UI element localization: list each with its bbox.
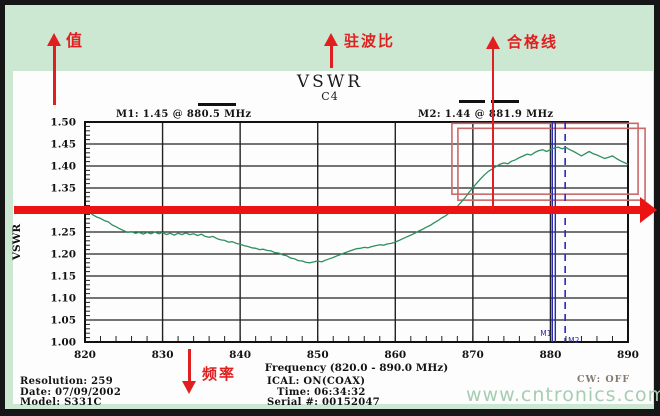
watermark: www.cntronics.com (466, 384, 660, 406)
vswr-arrow-line (330, 45, 333, 68)
footer-serial: Serial #: 00152047 (267, 397, 381, 408)
marker2-ref-bar-left (459, 100, 485, 103)
frequency-annotation-label: 频率 (202, 365, 237, 383)
vswr-annotation-label: 驻波比 (344, 32, 396, 50)
plot-title: VSWR (296, 72, 364, 92)
value-arrow-icon (47, 33, 61, 46)
marker2-readout: M2: 1.44 @ 881.9 MHz (418, 109, 554, 120)
footer-time: Time: 06:34:32 (277, 387, 366, 398)
frequency-arrow-icon (182, 381, 196, 394)
frequency-arrow-line (188, 349, 191, 381)
pass-line-arrow-icon (486, 36, 500, 49)
footer-cw-status: CW: OFF (577, 374, 631, 385)
value-arrow-line (53, 45, 56, 105)
footer-resolution: Resolution: 259 (20, 376, 113, 387)
marker1-ref-bar (198, 103, 236, 106)
footer-model: Model: S331C (20, 397, 102, 408)
value-annotation-label: 值 (66, 31, 85, 50)
vswr-arrow-icon (324, 33, 338, 46)
plot-channel-label: C4 (321, 90, 339, 103)
footer-ical: ICAL: ON(COAX) (267, 376, 366, 387)
pass-line-annotation-label: 合格线 (507, 33, 559, 51)
marker1-readout: M1: 1.45 @ 880.5 MHz (116, 109, 252, 120)
instrument-screen-panel (13, 71, 653, 404)
footer-date: Date: 07/09/2002 (20, 387, 122, 398)
pass-line-arrow-line (492, 48, 494, 210)
marker2-ref-bar-right (491, 100, 519, 103)
